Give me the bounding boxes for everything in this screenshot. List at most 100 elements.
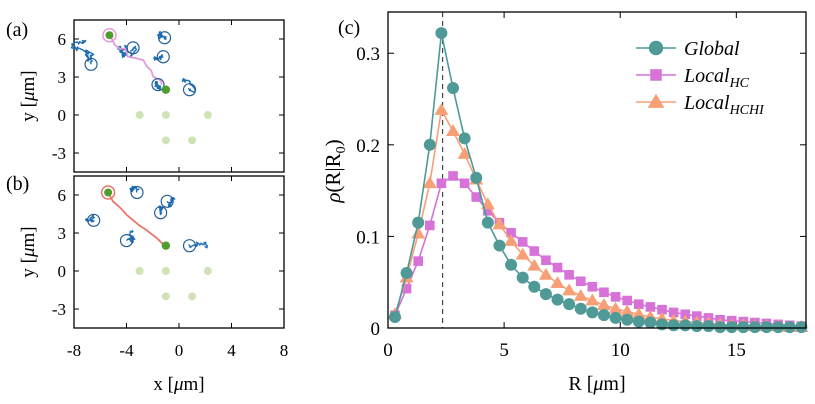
site-circle-marker	[154, 206, 168, 220]
data-point-circle	[481, 216, 494, 229]
panel-a-frame	[73, 19, 285, 173]
site-circle-marker	[119, 234, 134, 248]
panel-c-series	[387, 27, 809, 334]
trajectory-main	[107, 192, 166, 247]
panel-b-label: (b)	[6, 173, 29, 195]
data-point-circle	[563, 298, 576, 311]
target-marker	[161, 85, 171, 94]
trajectory-blue	[166, 196, 176, 208]
panel-b-ylabel: y [μm]	[18, 226, 39, 277]
panel-a-label: (a)	[6, 19, 28, 41]
series-local-hchi	[387, 103, 809, 332]
trajectory-main	[108, 34, 163, 85]
site-circle-marker	[157, 31, 172, 45]
data-point-circle	[539, 288, 552, 301]
start-ring-marker	[100, 185, 116, 200]
xtick-label: 0	[175, 341, 184, 360]
data-point-square	[650, 69, 662, 81]
data-point-square	[483, 205, 493, 216]
data-point-circle	[516, 271, 529, 284]
ytick-label: 3	[58, 68, 67, 87]
xtick-label: 4	[227, 341, 236, 360]
trajectory-blue	[181, 77, 197, 93]
data-point-triangle	[620, 304, 635, 317]
data-point-circle	[702, 320, 715, 333]
faint-site-marker	[135, 267, 144, 275]
data-point-circle	[644, 316, 657, 329]
panel-b-xlabel: x [μm]	[153, 374, 204, 395]
faint-site-marker	[161, 267, 170, 275]
xtick-label: -4	[119, 341, 134, 360]
data-point-circle	[400, 267, 413, 280]
ytick-label: -3	[52, 144, 66, 163]
panel-c-label: (c)	[338, 17, 360, 39]
data-point-triangle	[492, 217, 507, 230]
c-ytick-label: 0.3	[356, 44, 380, 65]
trajectory-blue	[157, 30, 167, 40]
data-point-square	[529, 246, 540, 256]
faint-site-marker	[161, 111, 170, 119]
faint-site-marker	[188, 136, 197, 145]
site-circle-marker	[87, 213, 101, 227]
data-point-circle	[748, 321, 761, 334]
site-circle-marker	[182, 239, 197, 253]
data-point-circle	[388, 311, 401, 324]
data-point-square	[459, 178, 470, 189]
data-point-circle	[528, 280, 541, 293]
faint-site-marker	[203, 267, 212, 275]
data-point-triangle	[550, 276, 565, 289]
panel-b-xticks: -8 -4 0 4 8	[67, 176, 288, 360]
data-point-triangle	[647, 93, 665, 108]
data-point-circle	[632, 315, 645, 328]
data-point-circle	[609, 311, 622, 324]
legend-label: Global	[684, 38, 740, 60]
data-point-square	[564, 270, 574, 280]
data-point-square	[634, 299, 644, 309]
data-point-square	[657, 304, 667, 315]
data-point-triangle	[446, 124, 461, 136]
panel-a-ylabel: y [μm]	[18, 70, 39, 121]
site-circle-marker	[126, 41, 140, 55]
data-point-circle	[795, 321, 808, 334]
site-circle-marker	[84, 57, 98, 71]
data-point-triangle	[527, 258, 542, 271]
data-point-circle	[574, 302, 587, 315]
ytick-label: 6	[58, 186, 67, 205]
panel-b-yticks: 6 3 0 -3	[52, 186, 284, 319]
data-point-circle	[586, 306, 599, 319]
data-point-circle	[447, 82, 460, 95]
data-point-square	[413, 256, 423, 266]
data-point-square	[506, 227, 516, 238]
c-ytick-label: 0	[371, 319, 381, 340]
panel-b: (b) 6 3 0 -3 -8 -4 0 4 8 y [μm] x [μm]	[6, 173, 288, 395]
c-xtick-label: 0	[383, 340, 393, 361]
c-xtick-label: 5	[499, 340, 509, 361]
data-point-circle	[412, 216, 425, 229]
site-circle-marker	[156, 50, 170, 64]
data-point-square	[610, 292, 621, 302]
trajectory-blue	[70, 39, 95, 65]
series-line	[394, 107, 802, 328]
site-circle-marker	[182, 83, 197, 97]
legend-label: LocalHCHI	[683, 92, 765, 118]
data-point-circle	[760, 321, 773, 334]
data-point-square	[587, 281, 598, 292]
data-point-circle	[435, 27, 448, 40]
data-point-circle	[737, 321, 750, 334]
faint-site-marker	[161, 292, 170, 301]
c-ytick-label: 0.2	[356, 136, 380, 157]
panel-b-trajectories	[85, 185, 212, 301]
data-point-circle	[714, 321, 727, 334]
data-point-square	[471, 192, 482, 202]
site-circle-marker	[160, 194, 174, 208]
ytick-label: -3	[52, 300, 66, 319]
data-point-triangle	[562, 283, 577, 296]
data-point-circle	[458, 132, 471, 145]
ytick-label: 6	[58, 30, 67, 49]
panel-c-frame	[387, 11, 807, 329]
data-point-square	[645, 302, 656, 312]
xtick-label: -8	[67, 341, 81, 360]
series-global	[388, 27, 808, 334]
legend-label: LocalHC	[683, 65, 750, 91]
data-point-circle	[656, 318, 669, 331]
